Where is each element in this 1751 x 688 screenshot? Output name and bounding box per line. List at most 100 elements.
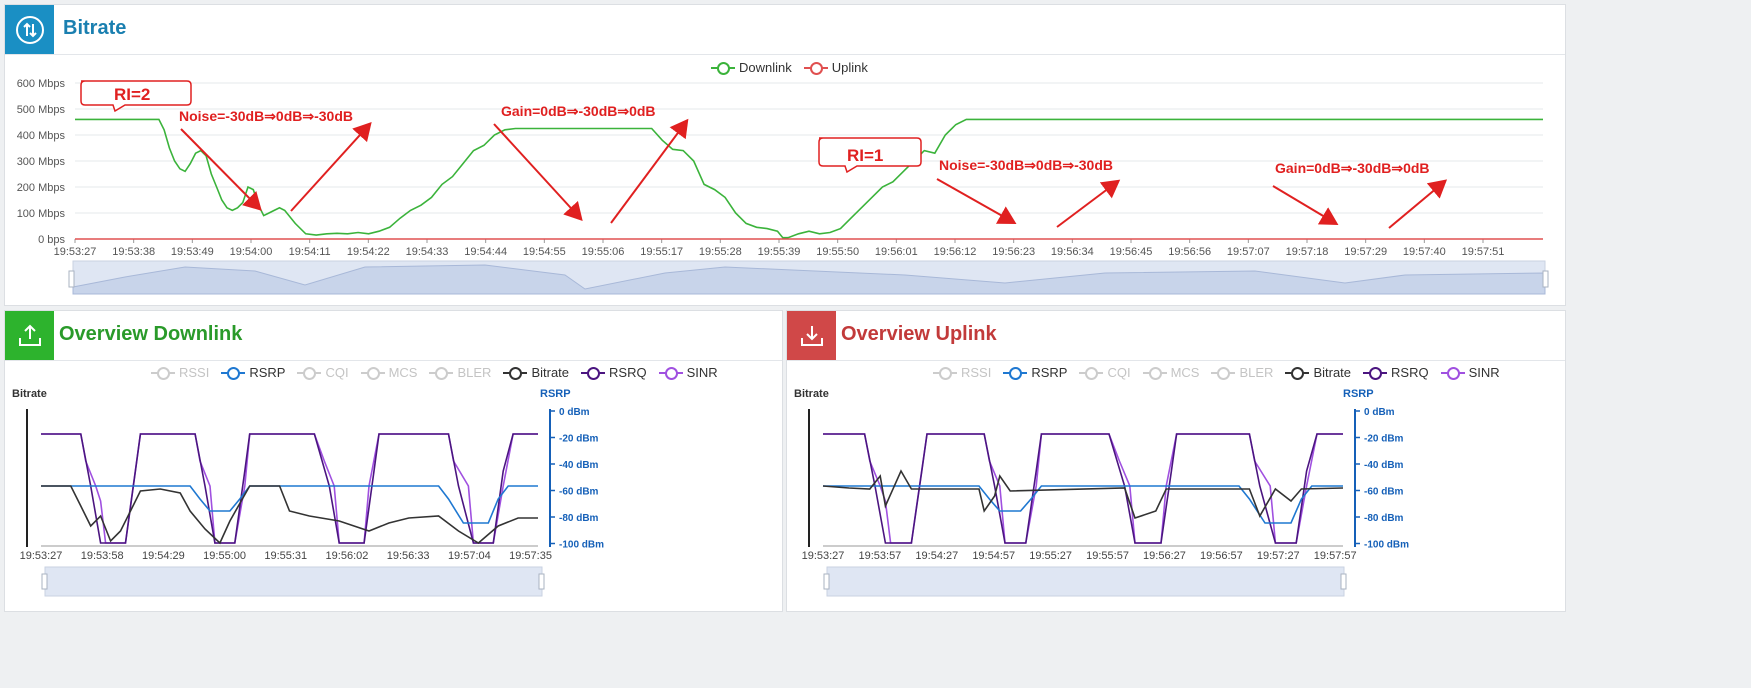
overview-downlink-header: Overview Downlink [5,311,782,361]
right-axis-title: RSRP [1343,388,1374,400]
slider-handle-left[interactable] [68,270,75,288]
legend-item-rssi[interactable]: RSSI [933,365,991,380]
x-tick-label: 19:56:45 [1110,246,1153,258]
overview-uplink-chart[interactable]: 0 dBm -20 dBm -40 dBm -60 dBm -80 dBm -100 dB… [787,311,1565,611]
legend-item-bler[interactable]: BLER [429,365,491,380]
left-axis-title: Bitrate [794,388,829,400]
arrow-down-1 [180,128,262,211]
x-tick-label: 19:57:40 [1403,246,1446,258]
legend-item-rsrq[interactable]: RSRQ [1363,365,1429,380]
x-tick-label: 19:57:57 [1314,550,1357,562]
y-tick-label: 600 Mbps [17,78,66,90]
overview-downlink-legend: RSSI RSRP CQI MCS BLER Bitrate RSRQ SINR [151,365,718,380]
x-tick-label: 19:57:18 [1286,246,1329,258]
slider-handle-right[interactable] [1542,270,1549,288]
bitrate-series-line [822,469,1344,520]
overview-downlink-chart[interactable]: 0 dBm -20 dBm -40 dBm -60 dBm -80 dBm -100 dB… [5,311,782,611]
legend-marker-icon [933,366,957,380]
annotation-noise-1: Noise=-30dB⇒0dB⇒-30dB [179,108,353,124]
legend-label: Bitrate [531,365,570,380]
legend-item-bitrate[interactable]: Bitrate [503,365,569,380]
bitrate-panel: Bitrate Downlink Uplink 0 bps 100 Mbps 200… [4,4,1566,306]
slider-handle-right[interactable] [1340,573,1347,590]
overview-uplink-zoom-slider[interactable] [823,566,1347,597]
arrow-up-2 [610,118,689,224]
x-tick-label: 19:53:49 [171,246,214,258]
legend-marker-icon [1003,366,1028,380]
legend-marker-icon [360,366,385,380]
arrow-up-3 [1056,179,1121,228]
y-tick-label: 500 Mbps [17,104,66,116]
x-tick-label: 19:56:12 [934,246,977,258]
page-title: Bitrate [63,17,127,39]
legend-item-bler[interactable]: BLER [1211,365,1273,380]
right-tick-label: 0 dBm [559,407,590,418]
x-tick-label: 19:54:22 [347,246,390,258]
legend-item-cqi[interactable]: CQI [1079,365,1131,380]
legend-label: Uplink [831,60,868,75]
legend-item-rsrp[interactable]: RSRP [221,365,285,380]
slider-handle-left[interactable] [823,573,830,590]
right-tick-label: -20 dBm [559,434,599,445]
legend-item-rsrq[interactable]: RSRQ [581,365,647,380]
legend-item-cqi[interactable]: CQI [297,365,349,380]
x-tick-label: 19:55:17 [640,246,683,258]
legend-item-rsrp[interactable]: RSRP [1003,365,1067,380]
x-tick-label: 19:55:39 [758,246,801,258]
bitrate-series-line [41,485,538,545]
right-tick-label: -40 dBm [1364,460,1404,471]
legend-label: CQI [325,365,349,380]
legend-marker-icon [297,366,322,380]
x-tick-label: 19:55:50 [816,246,859,258]
x-tick-label: 19:56:34 [1051,246,1094,258]
right-tick-label: -40 dBm [559,460,599,471]
legend-item-downlink[interactable]: Downlink [711,60,792,75]
right-tick-label: -100 dBm [1364,540,1409,551]
arrow-down-2 [493,123,583,221]
x-tick-label: 19:54:55 [523,246,566,258]
legend-label: RSRQ [609,365,647,380]
overview-uplink-panel: Overview Uplink RSSI RSRP CQI MCS BLER Bitrat… [786,310,1566,612]
annotation-ri1: RI=1 [847,146,883,165]
slider-handle-left[interactable] [41,573,48,590]
legend-label: RSRP [1031,365,1068,380]
panel-title: Overview Downlink [59,323,243,345]
right-tick-label: -80 dBm [559,513,599,524]
rsrp-series-line [41,485,538,524]
bitrate-chart[interactable]: 0 bps 100 Mbps 200 Mbps 300 Mbps 400 Mbps 500… [5,5,1565,301]
legend-item-rssi[interactable]: RSSI [151,365,209,380]
x-tick-label: 19:56:57 [1200,550,1243,562]
download-icon [787,311,836,360]
legend-marker-icon [1079,366,1104,380]
x-tick-label: 19:54:44 [464,246,507,258]
arrow-down-4 [1272,185,1339,226]
left-axis-title: Bitrate [12,388,47,400]
annotation-ri2: RI=2 [114,85,150,104]
y-tick-label: 100 Mbps [17,208,66,220]
right-tick-label: -60 dBm [559,487,599,498]
legend-marker-icon [1440,366,1465,380]
x-tick-label: 19:54:00 [230,246,273,258]
slider-handle-right[interactable] [538,573,545,590]
x-tick-label: 19:55:57 [1086,550,1129,562]
legend-marker-icon [1363,366,1388,380]
panel-title: Overview Uplink [841,323,997,345]
bitrate-zoom-slider[interactable] [68,260,1549,295]
legend-marker-icon [1285,366,1310,380]
x-tick-label: 19:56:33 [387,550,430,562]
legend-marker-icon [503,366,528,380]
legend-item-bitrate[interactable]: Bitrate [1285,365,1351,380]
arrow-up-4 [1388,179,1448,229]
right-axis-title: RSRP [540,388,571,400]
legend-item-sinr[interactable]: SINR [1440,365,1500,380]
legend-item-mcs[interactable]: MCS [1142,365,1199,380]
legend-item-sinr[interactable]: SINR [658,365,718,380]
legend-marker-icon [1211,366,1236,380]
right-tick-label: -20 dBm [1364,434,1404,445]
legend-item-uplink[interactable]: Uplink [803,60,868,75]
overview-downlink-zoom-slider[interactable] [41,566,545,597]
arrow-up-1 [290,122,372,212]
updown-arrows-icon [5,5,54,54]
rsrq-series-line [41,433,538,544]
legend-item-mcs[interactable]: MCS [360,365,417,380]
